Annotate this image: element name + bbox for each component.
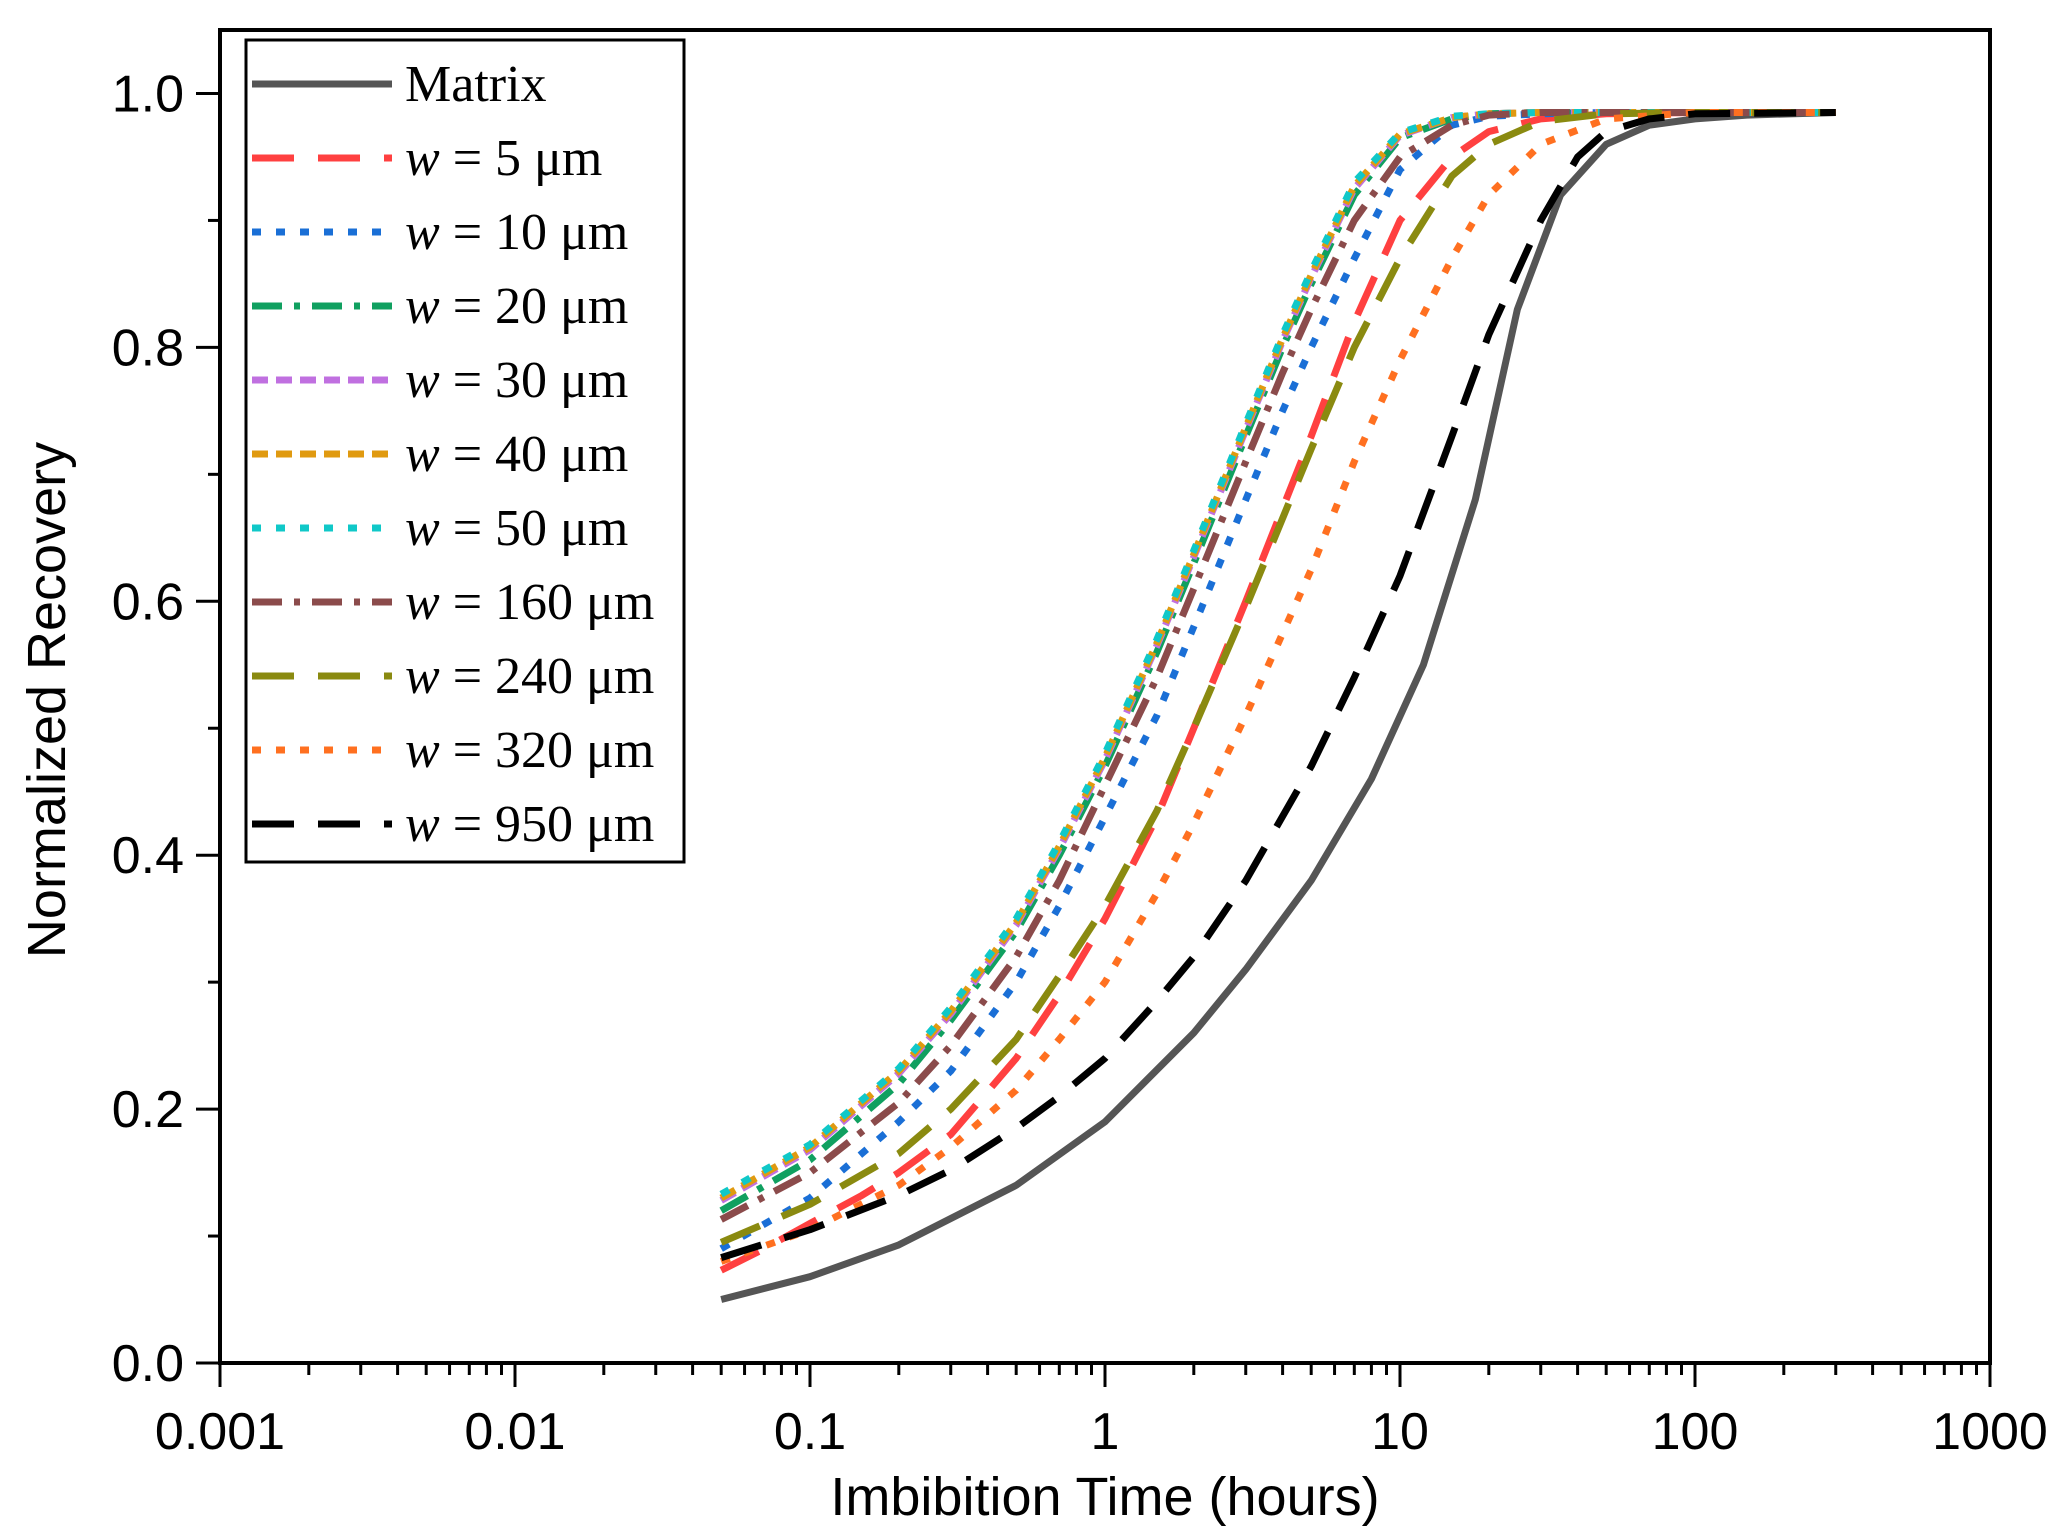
series-line xyxy=(719,109,1836,1223)
x-tick-label: 0.01 xyxy=(464,1403,565,1461)
legend-value: = 10 μm xyxy=(440,204,629,261)
x-tick-label: 0.001 xyxy=(155,1403,285,1461)
legend-value: = 50 μm xyxy=(440,500,629,557)
x-tick-label: 1 xyxy=(1091,1403,1120,1461)
legend-variable: w xyxy=(405,130,440,187)
legend-label: w = 320 μm xyxy=(405,722,654,779)
x-tick-label: 100 xyxy=(1652,1403,1739,1461)
series-line xyxy=(719,109,1836,1204)
legend-label: w = 5 μm xyxy=(405,130,602,187)
series-line xyxy=(719,109,1836,1252)
series-layer xyxy=(719,109,1836,1303)
series-line xyxy=(719,109,1836,1246)
series-line xyxy=(720,109,1836,1261)
y-tick-label: 0.4 xyxy=(112,827,184,885)
legend-variable: w xyxy=(405,426,440,483)
legend-variable: w xyxy=(405,574,440,631)
y-tick-label: 1.0 xyxy=(112,65,184,123)
legend-variable: w xyxy=(405,204,440,261)
series-line xyxy=(719,109,1836,1274)
legend-variable: w xyxy=(405,278,440,335)
y-tick-label: 0.0 xyxy=(112,1335,184,1393)
legend-label: w = 10 μm xyxy=(405,204,628,261)
legend-value: = 950 μm xyxy=(440,796,655,853)
legend-label: w = 20 μm xyxy=(405,278,628,335)
legend-label: w = 50 μm xyxy=(405,500,628,557)
legend-variable: w xyxy=(405,722,440,779)
legend-value: Matrix xyxy=(405,56,547,113)
legend-label: Matrix xyxy=(405,56,547,113)
x-axis-title: Imbibition Time (hours) xyxy=(830,1467,1379,1527)
legend-value: = 160 μm xyxy=(440,574,655,631)
legend-variable: w xyxy=(405,648,440,705)
legend-value: = 5 μm xyxy=(440,130,603,187)
y-tick-label: 0.6 xyxy=(112,573,184,631)
series-line xyxy=(719,109,1836,1202)
legend-label: w = 30 μm xyxy=(405,352,628,409)
legend-value: = 20 μm xyxy=(440,278,629,335)
legend-variable: w xyxy=(405,352,440,409)
series-line xyxy=(720,109,1836,1303)
legend-frame xyxy=(244,38,686,864)
legend-label: w = 40 μm xyxy=(405,426,628,483)
x-axis: 0.001 0.01 0.1 1 10 100 1000 xyxy=(155,1363,2048,1461)
y-tick-label: 0.2 xyxy=(112,1081,184,1139)
legend-variable: w xyxy=(405,796,440,853)
y-axis-title: Normalized Recovery xyxy=(17,442,77,958)
legend-label: w = 160 μm xyxy=(405,574,654,631)
series-line xyxy=(719,109,1836,1198)
legend-label: w = 240 μm xyxy=(405,648,654,705)
legend-value: = 240 μm xyxy=(440,648,655,705)
legend-label: w = 950 μm xyxy=(405,796,654,853)
y-axis: 0.0 0.2 0.4 0.6 0.8 1.0 xyxy=(112,65,220,1393)
x-tick-label: 0.1 xyxy=(774,1403,846,1461)
series-line xyxy=(719,109,1836,1214)
legend-value: = 30 μm xyxy=(440,352,629,409)
legend-variable: w xyxy=(405,500,440,557)
x-tick-label: 1000 xyxy=(1932,1403,2048,1461)
y-tick-label: 0.8 xyxy=(112,319,184,377)
legend-value: = 320 μm xyxy=(440,722,655,779)
x-tick-label: 10 xyxy=(1371,1403,1429,1461)
legend-value: = 40 μm xyxy=(440,426,629,483)
